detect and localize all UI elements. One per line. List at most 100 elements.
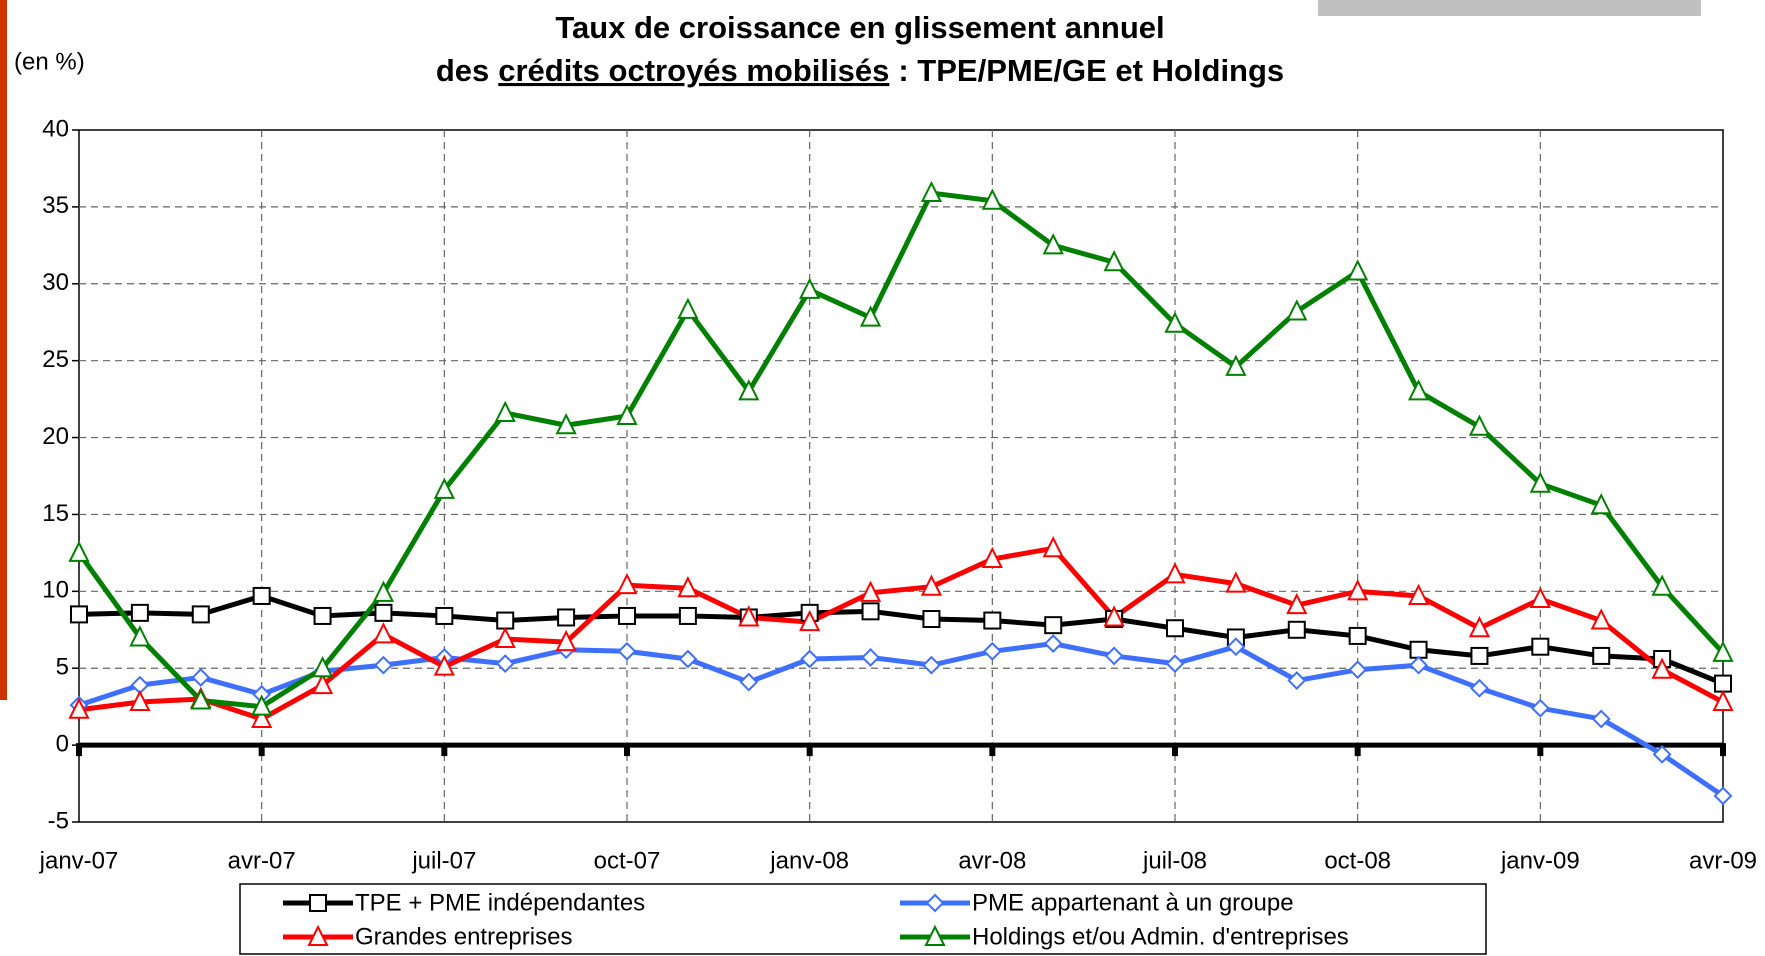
marker [1652,744,1672,764]
marker [677,297,699,319]
marker [1529,586,1551,609]
x-tick-label: juil-08 [1142,847,1207,874]
marker [433,654,455,676]
legend [239,883,1487,955]
marker [739,672,759,692]
marker [738,605,760,627]
chart-title: Taux de croissance en glissement annuel [555,10,1164,45]
marker [617,641,637,661]
marker [372,580,395,602]
marker [1104,646,1124,666]
marker [130,603,149,622]
marker [435,606,454,625]
series-line [76,190,1725,710]
marker [557,608,576,627]
zero-tick [624,743,630,757]
marker [129,625,151,647]
marker [68,697,90,719]
marker [372,622,395,644]
marker [1409,655,1428,675]
chart-subtitle: des crédits octroyés mobilisés: TPE/PME/G… [436,53,1284,88]
marker [1164,562,1186,584]
legend-label: Holdings et/ou Admin. d'entreprises [972,923,1349,950]
marker [311,672,334,695]
x-tick-label: oct-08 [1324,847,1391,874]
zero-tick [806,743,813,757]
x-tick-label: avr-09 [1689,847,1757,874]
y-tick-label: 20 [42,423,69,450]
marker [555,413,577,435]
marker [616,403,638,426]
y-tick-label: 15 [42,500,69,527]
y-tick-label: 25 [42,346,69,373]
marker [1468,616,1491,638]
marker [738,379,760,401]
top-box [1318,0,1701,16]
marker [618,606,636,625]
y-tick-label: 30 [42,269,69,296]
marker [924,924,946,946]
marker [374,603,393,622]
marker [1591,709,1611,729]
y-tick-label: 0 [56,730,69,757]
marker [800,649,820,669]
marker [859,305,882,327]
marker [309,894,327,912]
marker [251,706,273,728]
marker [494,400,516,422]
series-line [78,545,1725,722]
marker [1712,689,1734,712]
marker [496,611,515,630]
marker [1407,379,1430,401]
legend-label: Grandes entreprises [355,923,572,950]
marker [616,572,638,595]
marker [982,641,1002,661]
marker [677,576,699,598]
marker [1530,698,1550,718]
marker [1286,299,1308,321]
marker [191,668,211,687]
zero-tick [1354,743,1361,757]
y-tick-label: 40 [42,115,69,142]
marker [1409,640,1428,659]
marker [920,180,943,203]
marker [1714,674,1732,693]
x-tick-label: janv-08 [769,847,849,874]
zero-tick [441,743,448,757]
y-tick-label: -5 [48,807,69,834]
marker [191,605,210,624]
marker [922,655,941,675]
zero-tick [1720,743,1726,757]
marker [1103,250,1125,272]
marker [433,477,455,499]
marker [1713,786,1733,806]
marker [1468,414,1491,436]
marker [1042,536,1064,558]
subtitle-part: crédits octroyés mobilisés [498,53,889,88]
zero-tick [989,743,996,757]
marker [1164,311,1186,333]
marker [1287,620,1306,639]
marker [1712,640,1734,662]
marker [678,649,698,669]
marker [494,626,516,649]
marker [68,540,90,562]
y-tick-label: 10 [42,577,69,604]
x-tick-label: avr-08 [958,847,1026,874]
marker [1531,637,1550,656]
marker [799,609,821,632]
x-tick-label: avr-07 [228,847,296,874]
marker [1470,678,1489,698]
marker [1592,646,1611,665]
marker [1166,619,1184,638]
marker [981,546,1003,569]
marker [555,629,577,652]
marker [311,655,334,678]
legend-label: PME appartenant à un groupe [972,889,1294,916]
marker [1043,634,1063,654]
marker [495,654,515,674]
series-line [78,641,1725,798]
zero-tick [1172,743,1178,757]
